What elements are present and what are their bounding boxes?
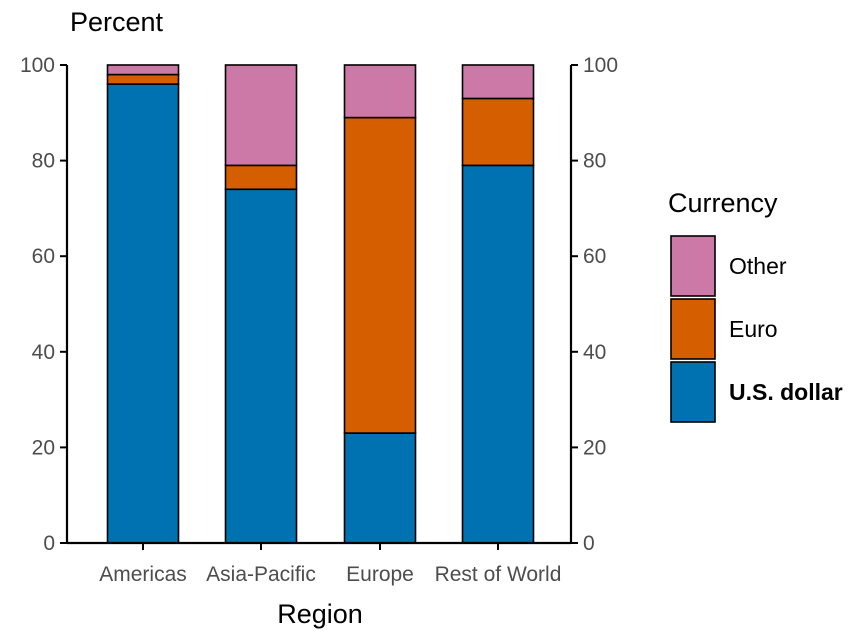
legend-title: Currency — [668, 188, 778, 218]
bar-asia-pacific-other — [224, 64, 298, 167]
bar-americas-u-s-dollar — [106, 83, 180, 544]
right-tick-label: 80 — [583, 150, 606, 173]
left-tick-label: 80 — [32, 150, 55, 173]
bar-stacks — [106, 64, 535, 544]
bar-asia-pacific-euro — [224, 164, 298, 191]
left-y-axis: 0 20 40 60 80 100 — [20, 54, 69, 555]
legend-key-other — [670, 235, 716, 297]
right-tick-label: 100 — [583, 54, 618, 77]
bar-asia-pacific-u-s-dollar — [224, 188, 298, 544]
x-axis-title: Region — [277, 599, 363, 629]
x-tick-label-europe: Europe — [346, 563, 414, 586]
left-tick-label: 60 — [32, 245, 55, 268]
bar-rest-of-world-other — [461, 64, 535, 100]
left-tick-label: 0 — [43, 532, 55, 555]
right-tick-label: 60 — [583, 245, 606, 268]
bar-stack-americas — [106, 64, 180, 544]
x-axis: Americas Asia-Pacific Europe Rest of World — [67, 541, 571, 586]
right-tick-label: 20 — [583, 436, 606, 459]
y-axis-title: Percent — [70, 7, 164, 37]
bar-europe-euro — [343, 116, 417, 434]
legend-label-other: Other — [729, 253, 787, 279]
legend-key-u-s-dollar — [670, 361, 716, 423]
left-tick-label: 40 — [32, 341, 55, 364]
x-tick-label-americas: Americas — [99, 563, 187, 586]
left-tick-label: 20 — [32, 436, 55, 459]
right-tick-label: 0 — [583, 532, 595, 555]
bar-stack-europe — [343, 64, 417, 544]
bar-rest-of-world-u-s-dollar — [461, 164, 535, 544]
bar-rest-of-world-euro — [461, 97, 535, 167]
left-tick-label: 100 — [20, 54, 55, 77]
legend: Currency Other Euro U.S. dollar — [668, 188, 843, 423]
legend-key-euro — [670, 298, 716, 360]
bar-europe-u-s-dollar — [343, 432, 417, 544]
bar-stack-asia-pacific — [224, 64, 298, 544]
bar-americas-other — [106, 64, 180, 76]
legend-label-euro: Euro — [729, 316, 778, 342]
bar-stack-rest-of-world — [461, 64, 535, 544]
x-tick-label-rest-of-world: Rest of World — [435, 563, 562, 586]
bar-americas-euro — [106, 73, 180, 85]
right-tick-label: 40 — [583, 341, 606, 364]
right-y-axis: 0 20 40 60 80 100 — [569, 54, 618, 555]
x-tick-label-asia-pacific: Asia-Pacific — [206, 563, 316, 586]
legend-label-u-s-dollar: U.S. dollar — [729, 379, 843, 405]
bar-europe-other — [343, 64, 417, 119]
